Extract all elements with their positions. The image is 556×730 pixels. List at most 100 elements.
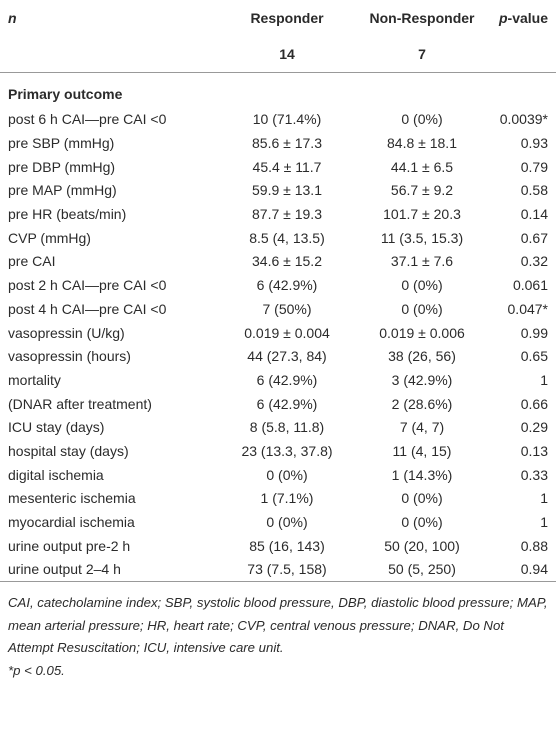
- row-label: pre DBP (mmHg): [8, 158, 116, 175]
- row-label: hospital stay (days): [8, 442, 129, 459]
- header-row-2: 14 7: [0, 36, 556, 73]
- responder-value: 6 (42.9%): [256, 395, 318, 412]
- header-row: n Responder Non-Responder p-value: [0, 0, 556, 36]
- non-responder-value: 11 (4, 15): [392, 442, 452, 459]
- table-row: mesenteric ischemia 1 (7.1%) 0 (0%) 1: [0, 487, 556, 511]
- header-label: n: [8, 10, 17, 26]
- table-row: myocardial ischemia 0 (0%) 0 (0%) 1: [0, 510, 556, 534]
- p-value: 0.94: [482, 557, 556, 583]
- row-label: vasopressin (U/kg): [8, 324, 125, 341]
- p-value: 1: [540, 371, 548, 388]
- table-row: hospital stay (days) 23 (13.3, 37.8) 11 (4…: [0, 439, 556, 463]
- section-row: Primary outcome: [0, 73, 556, 108]
- responder-value: 0 (0%): [266, 466, 308, 483]
- responder-value: 1 (7.1%): [260, 490, 314, 507]
- responder-value: 0.019 ± 0.004: [244, 324, 330, 341]
- header-non-responder: Non-Responder: [369, 10, 475, 26]
- p-value: 0.047*: [507, 300, 548, 317]
- p-value: 0.32: [520, 253, 548, 270]
- non-responder-value: 0.019 ± 0.006: [379, 324, 465, 341]
- responder-value: 8.5 (4, 13.5): [249, 229, 325, 246]
- row-label: vasopressin (hours): [8, 348, 131, 365]
- responder-value: 7 (50%): [262, 300, 312, 317]
- responder-value: 34.6 ± 15.2: [252, 253, 322, 270]
- row-label: urine output 2–4 h: [0, 557, 212, 583]
- row-label: pre HR (beats/min): [8, 206, 127, 223]
- table-row: post 4 h CAI—pre CAI <0 7 (50%) 0 (0%) 0.04…: [0, 297, 556, 321]
- row-label: post 6 h CAI—pre CAI <0: [8, 111, 167, 128]
- table-row: vasopressin (hours) 44 (27.3, 84) 38 (26, …: [0, 344, 556, 368]
- table-row: post 6 h CAI—pre CAI <0 10 (71.4%) 0 (0%) 0…: [0, 108, 556, 132]
- header-responder-n: 14: [212, 36, 362, 73]
- responder-value: 87.7 ± 19.3: [252, 206, 322, 223]
- p-value: 0.88: [520, 537, 548, 554]
- non-responder-value: 1 (14.3%): [391, 466, 453, 483]
- non-responder-value: 37.1 ± 7.6: [390, 253, 454, 270]
- responder-value: 6 (42.9%): [256, 277, 318, 294]
- p-value: 0.65: [520, 348, 548, 365]
- non-responder-value: 0 (0%): [401, 514, 443, 531]
- p-value: 0.14: [520, 206, 548, 223]
- non-responder-value: 0 (0%): [401, 111, 443, 128]
- responder-value: 44 (27.3, 84): [247, 348, 327, 365]
- table-row: CVP (mmHg) 8.5 (4, 13.5) 11 (3.5, 15.3) 0.6…: [0, 226, 556, 250]
- non-responder-value: 84.8 ± 18.1: [387, 135, 457, 152]
- row-label: pre MAP (mmHg): [8, 182, 117, 199]
- p-value: 0.33: [520, 466, 548, 483]
- p-value: 1: [540, 490, 548, 507]
- p-value: 0.29: [520, 419, 548, 436]
- footnote: CAI, catecholamine index; SBP, systolic …: [0, 582, 556, 682]
- footnote-line: *p < 0.05.: [8, 663, 65, 679]
- row-label: post 4 h CAI—pre CAI <0: [8, 300, 167, 317]
- responder-value: 59.9 ± 13.1: [252, 182, 322, 199]
- responder-value: 73 (7.5, 158): [212, 557, 362, 583]
- table-row: urine output 2–4 h 73 (7.5, 158) 50 (5, 25…: [0, 557, 556, 583]
- table-row: pre DBP (mmHg) 45.4 ± 11.7 44.1 ± 6.5 0.79: [0, 155, 556, 179]
- row-label: pre CAI: [8, 253, 56, 270]
- non-responder-value: 50 (5, 250): [362, 557, 482, 583]
- row-label: (DNAR after treatment): [8, 395, 152, 412]
- p-value: 0.0039*: [499, 111, 548, 128]
- p-text: -value: [507, 10, 548, 26]
- header-p-value: p-value: [482, 0, 556, 36]
- data-table: n Responder Non-Responder p-value 14 7 P…: [0, 0, 556, 583]
- responder-value: 45.4 ± 11.7: [252, 158, 322, 175]
- responder-value: 85.6 ± 17.3: [252, 135, 322, 152]
- non-responder-value: 0 (0%): [401, 300, 443, 317]
- non-responder-value: 0 (0%): [401, 490, 443, 507]
- responder-value: 85 (16, 143): [249, 537, 325, 554]
- table-row: ICU stay (days) 8 (5.8, 11.8) 7 (4, 7) 0.29: [0, 415, 556, 439]
- row-label: ICU stay (days): [8, 419, 105, 436]
- row-label: mesenteric ischemia: [8, 490, 136, 507]
- row-label: pre SBP (mmHg): [8, 135, 115, 152]
- responder-value: 8 (5.8, 11.8): [249, 419, 325, 436]
- table-row: pre MAP (mmHg) 59.9 ± 13.1 56.7 ± 9.2 0.58: [0, 179, 556, 203]
- section-label: Primary outcome: [8, 86, 123, 103]
- table-row: digital ischemia 0 (0%) 1 (14.3%) 0.33: [0, 463, 556, 487]
- p-value: 0.67: [520, 229, 548, 246]
- row-label: urine output pre-2 h: [8, 537, 131, 554]
- row-label: mortality: [8, 371, 61, 388]
- row-label: myocardial ischemia: [8, 514, 135, 531]
- table-row: pre CAI 34.6 ± 15.2 37.1 ± 7.6 0.32: [0, 250, 556, 274]
- row-label: digital ischemia: [8, 466, 104, 483]
- p-value: 0.93: [520, 135, 548, 152]
- non-responder-value: 7 (4, 7): [399, 419, 445, 436]
- non-responder-value: 101.7 ± 20.3: [383, 206, 461, 223]
- header-non-responder-n: 7: [362, 36, 482, 73]
- p-value: 0.99: [520, 324, 548, 341]
- footnote-line: CAI, catecholamine index; SBP, systolic …: [8, 595, 548, 656]
- table-row: vasopressin (U/kg) 0.019 ± 0.004 0.019 ± 0…: [0, 321, 556, 345]
- table-row: (DNAR after treatment) 6 (42.9%) 2 (28.6%)…: [0, 392, 556, 416]
- p-italic: p: [498, 10, 508, 26]
- row-label: post 2 h CAI—pre CAI <0: [8, 277, 167, 294]
- non-responder-value: 44.1 ± 6.5: [390, 158, 454, 175]
- table-row: urine output pre-2 h 85 (16, 143) 50 (20, …: [0, 534, 556, 558]
- non-responder-value: 50 (20, 100): [384, 537, 460, 554]
- p-value: 0.061: [512, 277, 548, 294]
- non-responder-value: 38 (26, 56): [388, 348, 456, 365]
- p-value: 1: [540, 514, 548, 531]
- responder-value: 6 (42.9%): [256, 371, 318, 388]
- p-value: 0.13: [520, 442, 548, 459]
